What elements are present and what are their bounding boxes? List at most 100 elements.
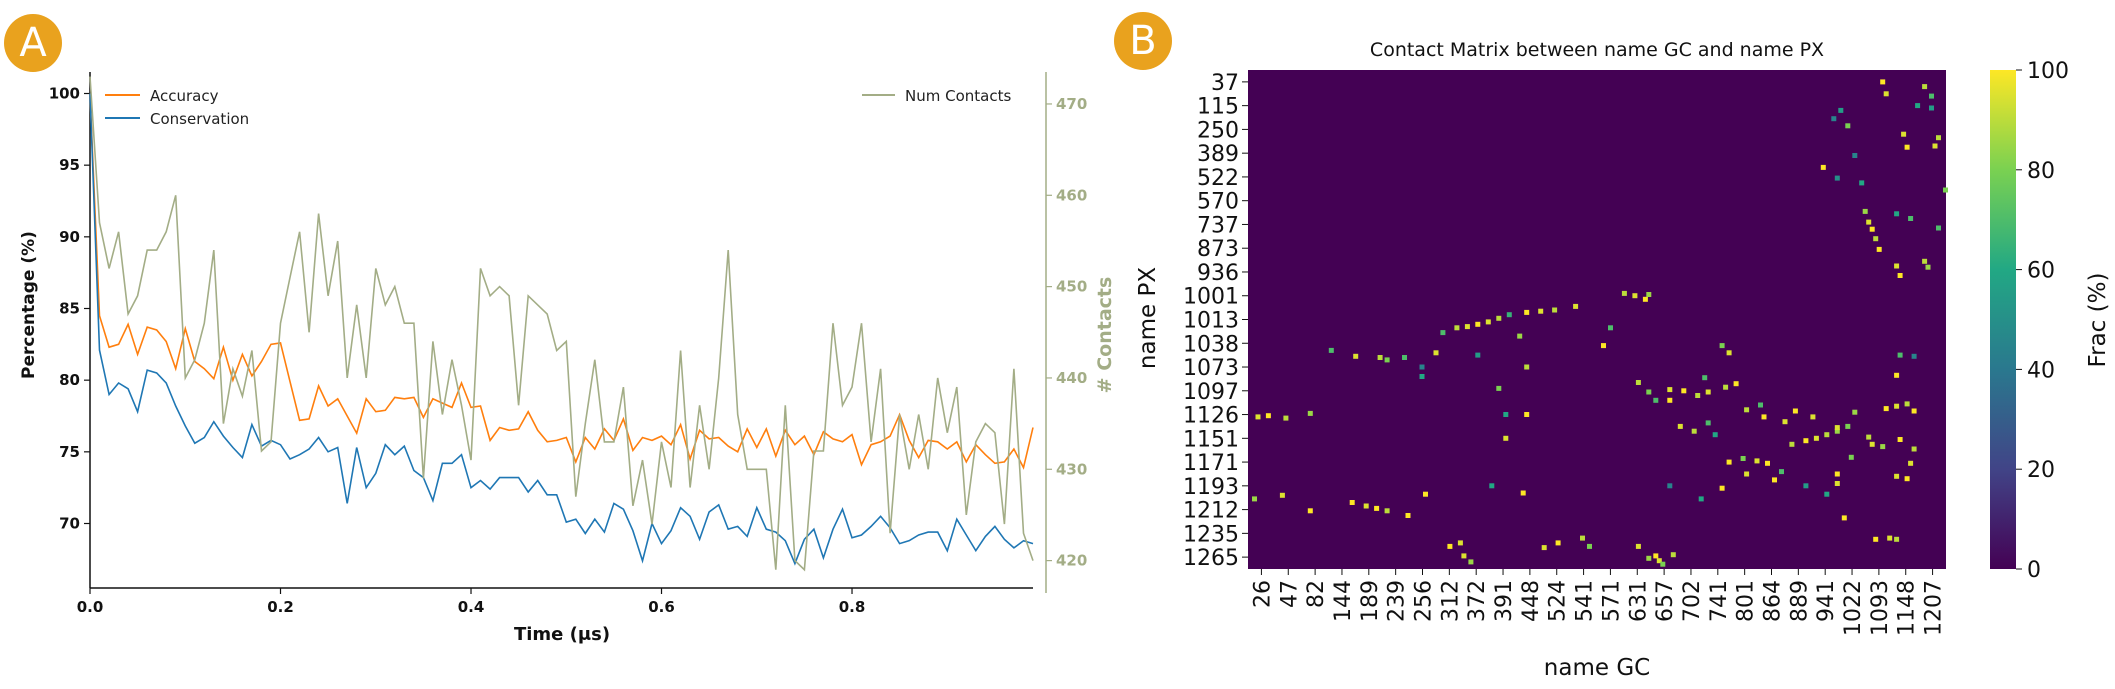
heatmap-y-tick-label: 1001	[1183, 285, 1239, 310]
heatmap-cell	[1457, 540, 1463, 546]
heatmap-y-tick-label: 1235	[1183, 522, 1239, 547]
heatmap-y-tick-label: 1126	[1183, 404, 1239, 429]
heatmap-cell	[1904, 476, 1910, 482]
heatmap-cell	[1440, 330, 1446, 336]
heatmap-cell	[1698, 496, 1704, 502]
heatmap-cell	[1538, 308, 1544, 314]
heatmap-cell	[1653, 397, 1659, 403]
heatmap-cell	[1897, 273, 1903, 278]
heatmap-cell	[1349, 500, 1355, 505]
x-tick-label: 0.4	[458, 598, 485, 616]
heatmap-y-tick-label: 1097	[1183, 380, 1239, 405]
heatmap-x-tick-label: 144	[1331, 580, 1356, 622]
heatmap-cell	[1496, 385, 1502, 391]
heatmap-y-tick-label: 522	[1197, 166, 1239, 191]
heatmap-cell	[1824, 491, 1830, 497]
heatmap-cell	[1936, 135, 1941, 141]
heatmap-cell	[1384, 508, 1390, 514]
colorbar	[1990, 70, 2016, 569]
heatmap-cell	[1772, 477, 1777, 483]
heatmap-x-tick-label: 448	[1519, 580, 1544, 622]
y2-axis-label: # Contacts	[1094, 277, 1116, 394]
heatmap-cell	[1283, 415, 1289, 421]
y2-tick-label: 450	[1056, 278, 1087, 296]
heatmap-cell	[1464, 324, 1470, 330]
heatmap-cell	[1876, 246, 1882, 252]
heatmap-y-tick-label: 115	[1197, 95, 1239, 120]
heatmap-cell	[1838, 107, 1844, 113]
heatmap-cell	[1517, 333, 1523, 339]
x-axis-label: Time (μs)	[514, 624, 610, 645]
heatmap-cell	[1489, 483, 1495, 489]
heatmap-cell	[1834, 425, 1840, 431]
heatmap-cell	[1475, 321, 1481, 327]
heatmap-cell	[1705, 389, 1711, 395]
heatmap-y-axis-label: name PX	[1135, 267, 1161, 369]
heatmap-cell	[1667, 387, 1673, 393]
heatmap-cell	[1573, 303, 1579, 309]
heatmap-cell	[1880, 444, 1886, 450]
y-axis-label: Percentage (%)	[19, 231, 39, 379]
heatmap-cell	[1252, 496, 1257, 502]
legend-conservation-label: Conservation	[150, 110, 249, 128]
heatmap-cell	[1377, 355, 1383, 360]
heatmap-cell	[1911, 353, 1917, 359]
heatmap-cell	[1901, 131, 1907, 137]
heatmap-cell	[1646, 555, 1652, 561]
panel-label-b: B	[1114, 12, 1172, 70]
heatmap-cell	[1419, 374, 1425, 379]
heatmap-cell	[1803, 483, 1809, 489]
heatmap-cell	[1894, 536, 1900, 542]
heatmap-cell	[1524, 412, 1530, 417]
heatmap-x-tick-label: 47	[1277, 580, 1302, 608]
heatmap-cell	[1384, 357, 1390, 363]
heatmap-cell	[1621, 290, 1627, 296]
heatmap-cell	[1667, 483, 1673, 489]
heatmap-cell	[1265, 413, 1271, 419]
heatmap-cell	[1911, 446, 1917, 452]
heatmap-cell	[1475, 352, 1481, 358]
heatmap-cell	[1779, 469, 1784, 475]
heatmap-cell	[1845, 423, 1851, 429]
heatmap-cell	[1813, 435, 1819, 441]
heatmap-cell	[1911, 408, 1917, 414]
heatmap-cell	[1897, 352, 1903, 358]
heatmap-title: Contact Matrix between name GC and name …	[1370, 39, 1824, 61]
heatmap-cell	[1723, 384, 1729, 390]
heatmap-y-tick-label: 1212	[1183, 499, 1239, 524]
heatmap-y-tick-label: 1038	[1183, 332, 1239, 357]
heatmap-cell	[1894, 263, 1900, 269]
heatmap-y-tick-label: 250	[1197, 118, 1239, 143]
heatmap-cell	[1279, 492, 1285, 498]
heatmap-cell	[1461, 553, 1467, 559]
heatmap-cell	[1468, 559, 1474, 565]
heatmap-cell	[1660, 561, 1666, 567]
heatmap-cell	[1859, 180, 1865, 186]
heatmap-y-tick-label: 570	[1197, 190, 1239, 215]
heatmap-cell	[1740, 456, 1746, 461]
heatmap-cell	[1524, 364, 1530, 370]
heatmap-cell	[1635, 380, 1641, 385]
heatmap-cell	[1524, 309, 1530, 315]
heatmap-cell	[1667, 397, 1673, 403]
heatmap-y-tick-label: 1013	[1183, 309, 1239, 334]
heatmap-cell	[1866, 434, 1872, 440]
heatmap-cell	[1503, 412, 1509, 417]
heatmap-cell	[1761, 414, 1767, 420]
heatmap-cell	[1405, 513, 1411, 518]
heatmap-x-tick-label: 26	[1250, 580, 1275, 608]
heatmap-x-tick-label: 82	[1304, 580, 1329, 608]
heatmap-cell	[1705, 420, 1711, 426]
heatmap-x-tick-label: 541	[1573, 580, 1598, 622]
heatmap-cell	[1824, 432, 1830, 438]
heatmap-x-tick-label: 256	[1412, 580, 1437, 622]
heatmap-cell	[1869, 226, 1875, 232]
heatmap-cell	[1929, 93, 1934, 99]
heatmap-cell	[1744, 471, 1750, 477]
heatmap-cell	[1873, 536, 1879, 542]
y2-tick-label: 460	[1056, 186, 1087, 204]
heatmap-cell	[1307, 508, 1313, 514]
colorbar-tick-label: 20	[2027, 458, 2055, 483]
heatmap-cell	[1307, 410, 1313, 416]
